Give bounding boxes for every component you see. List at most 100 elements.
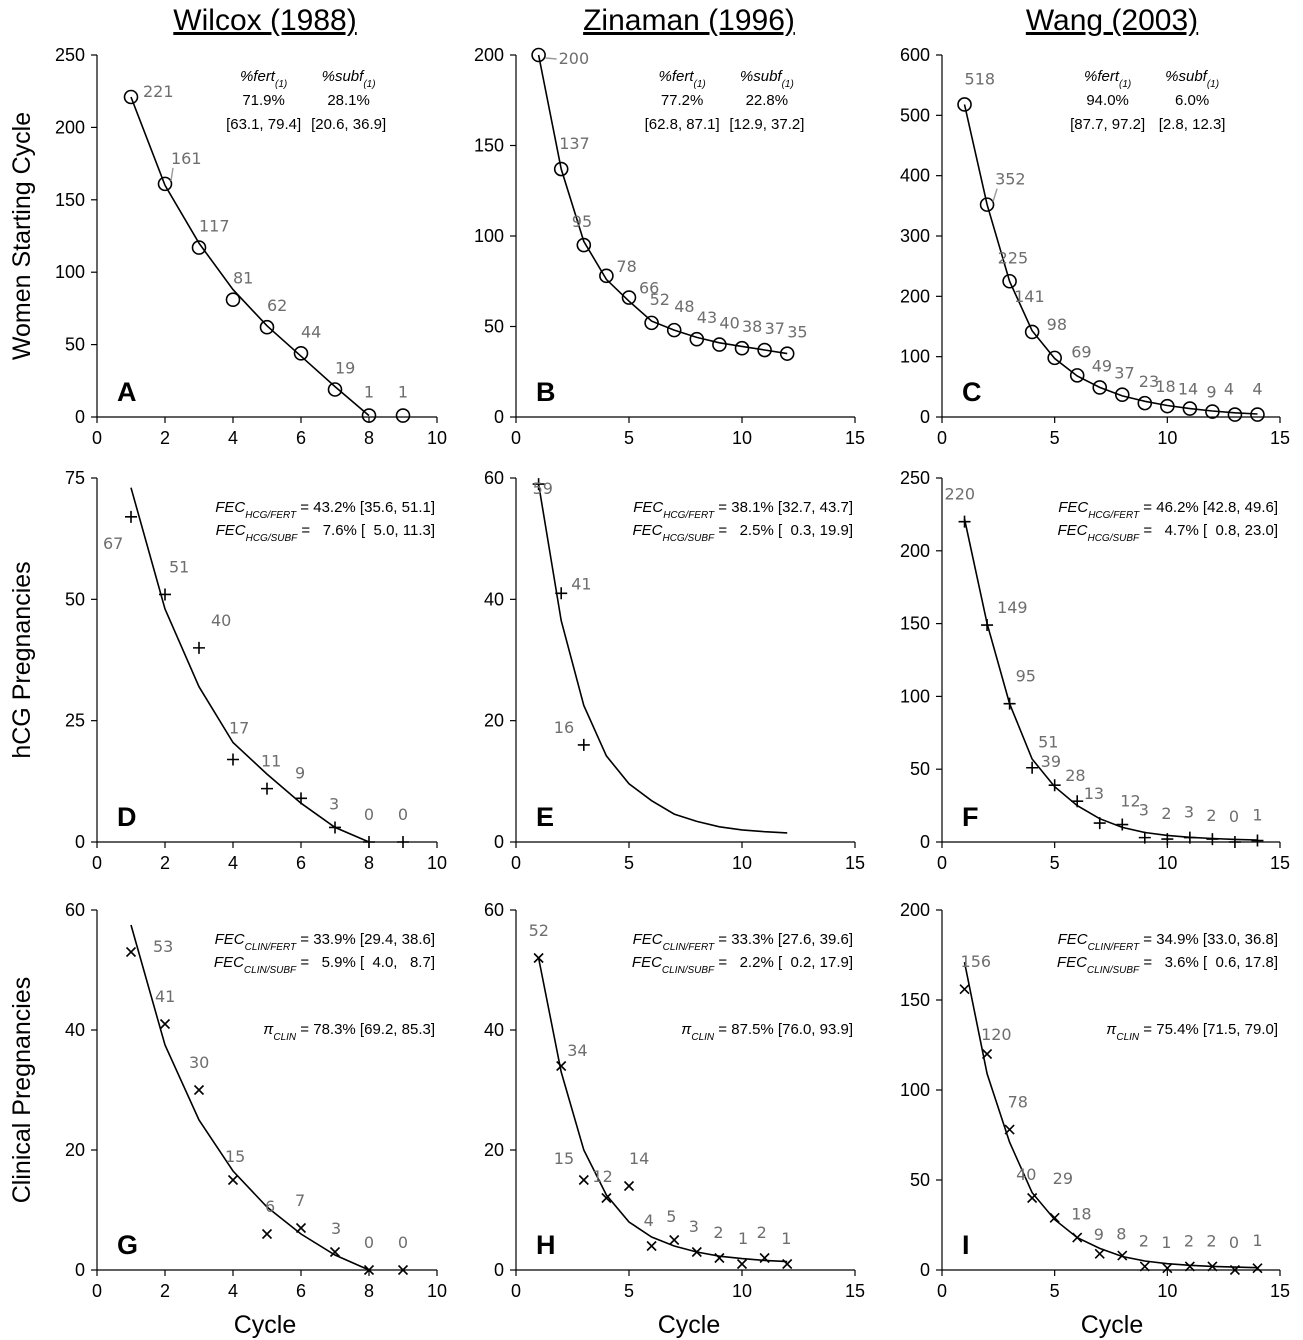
plus-marker — [193, 641, 205, 654]
plus-marker — [1048, 779, 1061, 792]
data-point: 3 — [1138, 801, 1151, 844]
circle-marker — [1024, 324, 1040, 340]
data-point: 1 — [1251, 806, 1264, 847]
plus-marker — [1071, 795, 1084, 808]
point-label: 161 — [171, 149, 202, 168]
plus-marker — [261, 782, 273, 795]
x-tick-label: 5 — [624, 853, 634, 873]
data-point: 2 — [1139, 1231, 1150, 1272]
column-title-zinaman: Zinaman (1996) — [583, 4, 795, 37]
data-point: 1 — [1161, 1233, 1173, 1274]
data-point: 48 — [666, 297, 695, 338]
plus-marker — [1138, 831, 1151, 844]
point-label: 59 — [533, 479, 553, 498]
point-label: 43 — [697, 308, 717, 327]
row-label-clinical-pregnancies: Clinical Pregnancies — [8, 977, 36, 1204]
point-label: 19 — [335, 358, 355, 377]
fec-annotation: FECHCG/SUBF = 7.6% [ 5.0, 11.3] — [216, 522, 435, 544]
x-tick-label: 2 — [160, 1281, 170, 1301]
cross-marker — [1027, 1192, 1038, 1204]
cross-marker — [1207, 1261, 1218, 1272]
cross-marker — [646, 1240, 657, 1252]
data-point: 11 — [261, 752, 281, 795]
point-label: 29 — [1053, 1169, 1073, 1188]
point-label: 9 — [1206, 383, 1216, 402]
data-point: 9 — [1094, 1225, 1105, 1259]
subf-ci: [12.9, 37.2] — [729, 116, 804, 133]
y-tick-label: 0 — [494, 407, 504, 427]
point-label: 2 — [1206, 1231, 1216, 1250]
point-label: 81 — [233, 269, 253, 288]
plus-marker — [329, 821, 341, 834]
data-point: 14 — [623, 1149, 649, 1192]
x-axis-label-col3: Cycle — [1081, 1311, 1144, 1339]
y-tick-label: 60 — [65, 900, 85, 920]
y-tick-label: 20 — [65, 1140, 85, 1160]
cross-marker — [959, 984, 970, 995]
x-tick-label: 6 — [296, 853, 306, 873]
circle-marker — [531, 47, 546, 63]
point-label: 9 — [1094, 1225, 1104, 1244]
panel-annotations: %fert(1) %subf(1) 71.9% 28.1% [63.1, 79.4] [2… — [226, 68, 386, 133]
pi-annotation: πCLIN = 78.3% [69.2, 85.3] — [263, 1021, 435, 1043]
plus-marker — [555, 587, 568, 600]
circle-marker — [689, 331, 705, 347]
data-point: 3 — [689, 1217, 702, 1258]
circle-marker — [1137, 395, 1153, 411]
point-label: 23 — [1139, 372, 1159, 391]
plus-marker — [532, 478, 545, 491]
x-tick-label: 2 — [160, 428, 170, 448]
x-tick-label: 0 — [511, 853, 521, 873]
circle-marker — [191, 240, 207, 255]
data-point: 6 — [261, 1197, 275, 1240]
x-tick-label: 15 — [845, 1281, 865, 1301]
circle-marker — [979, 197, 995, 212]
column-title-wilcox: Wilcox (1988) — [173, 4, 356, 37]
circle-marker — [157, 176, 173, 192]
fec-annotation: FECCLIN/FERT = 34.9% [33.0, 36.8] — [1058, 931, 1278, 953]
x-tick-label: 0 — [511, 1281, 521, 1301]
data-point: 34 — [556, 1041, 588, 1072]
data-point: 1 — [395, 383, 411, 423]
subf-value: 22.8% — [746, 92, 789, 109]
fert-ci: [62.8, 87.1] — [645, 116, 720, 133]
stat-label: %fert(1) — [240, 68, 287, 90]
cross-marker — [397, 1264, 409, 1276]
data-point: 0 — [397, 805, 409, 848]
data-point: 0 — [364, 1233, 374, 1276]
data-point: 59 — [533, 478, 553, 498]
point-label: 4 — [1252, 380, 1262, 399]
data-point: 95 — [572, 212, 592, 253]
cross-marker — [782, 1258, 793, 1270]
x-tick-label: 0 — [511, 428, 521, 448]
cross-marker — [295, 1222, 307, 1234]
data-point: 18 — [1071, 1205, 1092, 1243]
data-point: 352 — [979, 170, 1026, 212]
circle-marker — [599, 268, 614, 284]
panel-letter: F — [962, 802, 979, 832]
fec-annotation: FECCLIN/SUBF = 5.9% [ 4.0, 8.7] — [214, 954, 435, 976]
circle-marker — [644, 315, 659, 331]
circle-marker — [1182, 401, 1198, 416]
cross-marker — [329, 1246, 341, 1258]
cross-marker — [669, 1234, 680, 1246]
cross-marker — [193, 1084, 205, 1096]
data-point: 78 — [599, 257, 637, 284]
y-tick-label: 0 — [920, 1260, 930, 1280]
circle-marker — [225, 292, 241, 308]
point-label: 3 — [329, 794, 339, 813]
point-label: 13 — [1084, 784, 1104, 803]
plus-marker — [958, 515, 971, 528]
circle-marker — [712, 337, 727, 352]
y-tick-label: 100 — [474, 226, 504, 246]
point-label: 518 — [965, 69, 996, 88]
x-tick-label: 6 — [296, 1281, 306, 1301]
circle-marker — [666, 322, 682, 338]
data-point: 30 — [189, 1053, 209, 1096]
panel-annotations: FECHCG/FERT = 46.2% [42.8, 49.6]FECHCG/S… — [1057, 499, 1278, 544]
data-point: 3 — [329, 1219, 341, 1258]
circle-marker — [1205, 404, 1220, 419]
